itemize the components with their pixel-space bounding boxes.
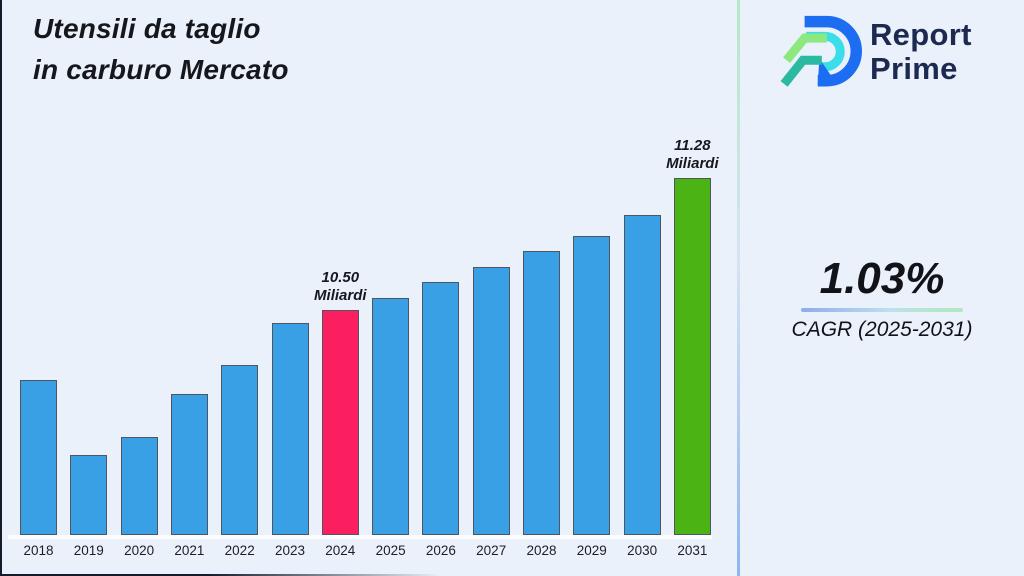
page-title: Utensili da taglio in carburo Mercato bbox=[33, 8, 289, 90]
brand-logo: Report Prime bbox=[780, 8, 972, 96]
cagr-underline bbox=[801, 308, 963, 312]
bar-2028 bbox=[523, 251, 560, 535]
x-tick-2026: 2026 bbox=[425, 543, 456, 558]
bar-2025 bbox=[372, 298, 410, 535]
info-pane: Report Prime 1.03% CAGR (2025-2031) bbox=[740, 0, 1024, 576]
window-bottom-border bbox=[0, 574, 737, 576]
x-tick-2022: 2022 bbox=[224, 543, 255, 558]
bar-2021 bbox=[170, 394, 208, 535]
x-tick-2020: 2020 bbox=[124, 543, 155, 558]
x-tick-2027: 2027 bbox=[476, 543, 507, 558]
brand-name: Report Prime bbox=[870, 18, 972, 86]
bar-2024 bbox=[321, 310, 359, 535]
bar-chart: 2018 2019 2020 2021 2022 2023 2024 10.50 Miliard… bbox=[8, 137, 719, 558]
bar-2029 bbox=[573, 236, 611, 535]
bar-2022 bbox=[221, 365, 259, 535]
cagr-block: 1.03% CAGR (2025-2031) bbox=[740, 255, 1024, 342]
vertical-divider bbox=[737, 0, 740, 576]
bar-2019 bbox=[70, 455, 108, 535]
cagr-caption: CAGR (2025-2031) bbox=[791, 318, 973, 341]
x-tick-2023: 2023 bbox=[274, 543, 306, 558]
bar-2026 bbox=[422, 282, 460, 535]
report-prime-logo-icon bbox=[780, 15, 862, 87]
x-tick-2024: 2024 bbox=[325, 543, 356, 558]
x-tick-2021: 2021 bbox=[174, 543, 205, 558]
chart-pane: Utensili da taglio in carburo Mercato 20… bbox=[8, 8, 719, 558]
value-label-2031: 11.28 Miliardi bbox=[666, 137, 719, 172]
brand-name-line2: Prime bbox=[870, 51, 958, 86]
x-tick-2029: 2029 bbox=[576, 543, 607, 558]
x-axis-line bbox=[8, 535, 712, 539]
x-tick-2031: 2031 bbox=[677, 543, 708, 558]
bar-2020 bbox=[120, 437, 158, 535]
bar-2018 bbox=[20, 380, 57, 535]
cagr-value: 1.03% bbox=[819, 254, 945, 303]
bar-2030 bbox=[623, 215, 661, 535]
x-tick-2019: 2019 bbox=[73, 543, 104, 558]
x-tick-2028: 2028 bbox=[526, 543, 557, 558]
window-left-border bbox=[0, 0, 2, 576]
page-title-line1: Utensili da taglio bbox=[33, 13, 261, 44]
bar-2027 bbox=[472, 267, 510, 535]
page-title-line2: in carburo Mercato bbox=[33, 54, 289, 85]
bar-2031 bbox=[673, 178, 711, 535]
x-tick-2025: 2025 bbox=[375, 543, 406, 558]
x-tick-2030: 2030 bbox=[627, 543, 658, 558]
bar-2023 bbox=[271, 323, 309, 535]
value-label-2024: 10.50 Miliardi bbox=[314, 269, 367, 304]
brand-name-line1: Report bbox=[870, 17, 972, 52]
x-tick-2018: 2018 bbox=[23, 543, 54, 558]
